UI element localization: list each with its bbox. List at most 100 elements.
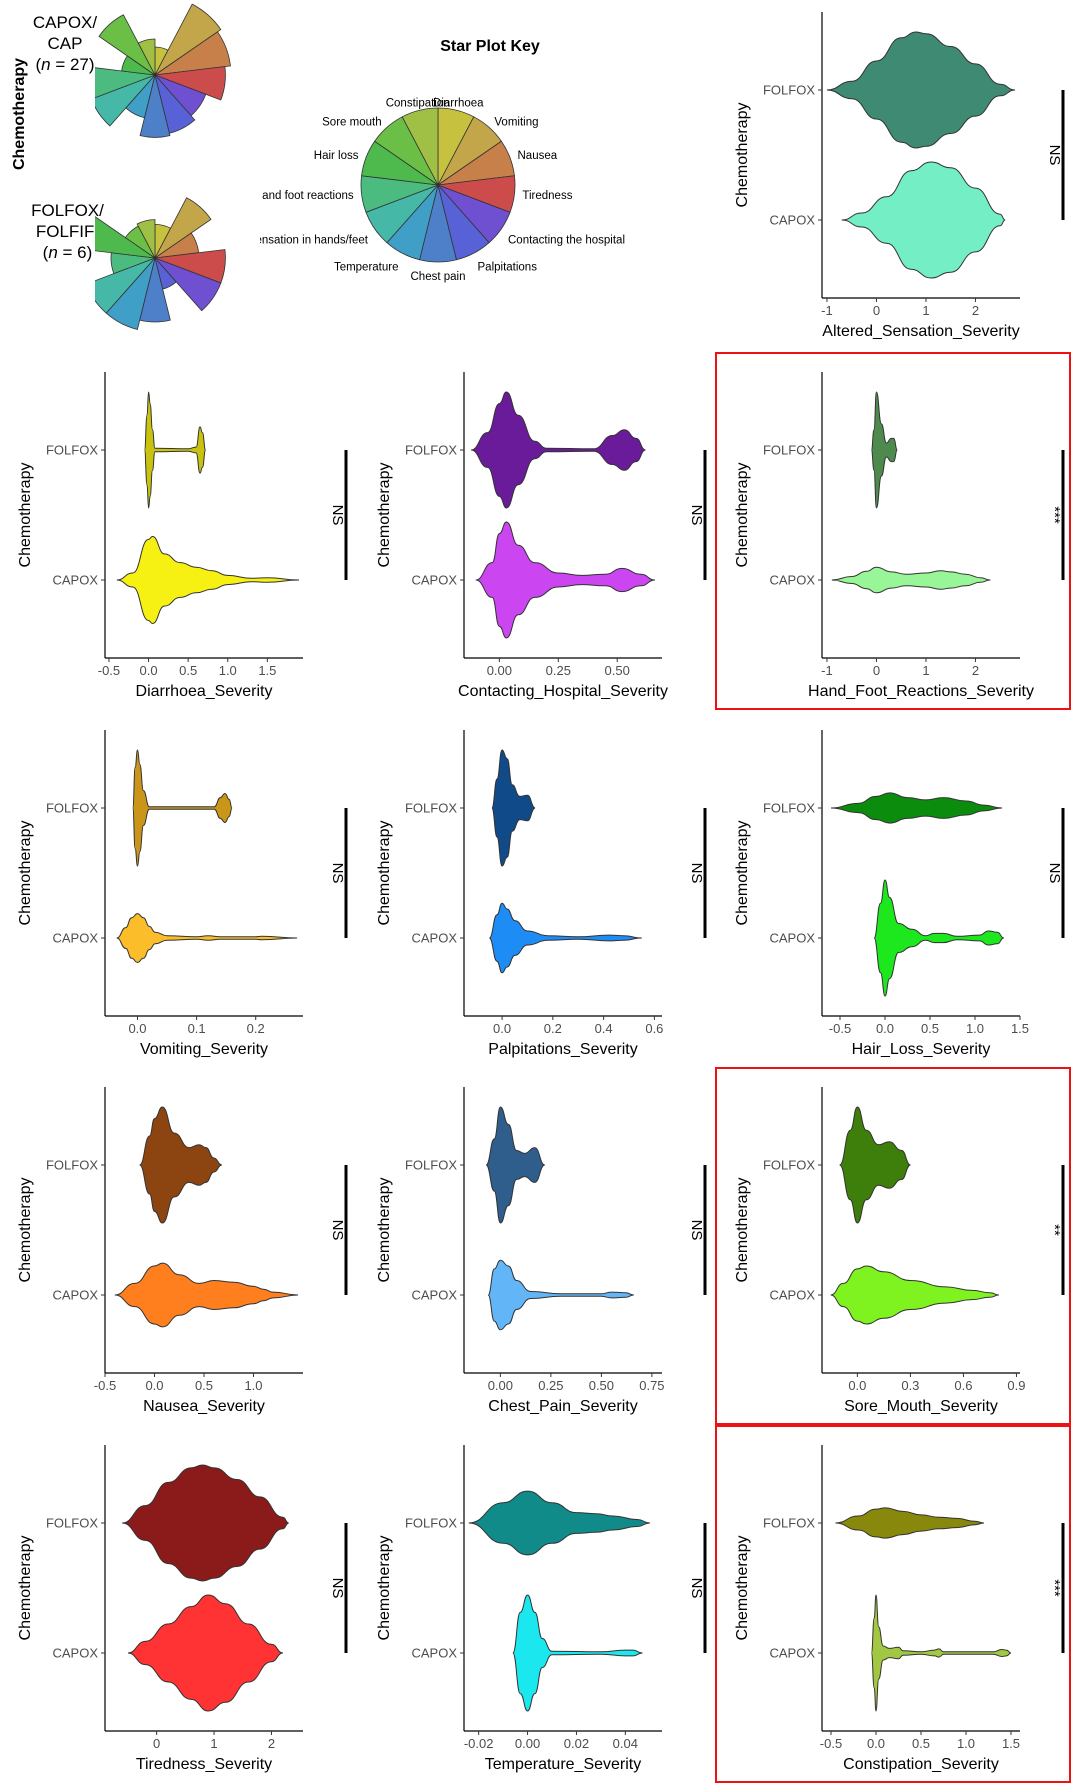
y-tick-label-folfox: FOLFOX bbox=[763, 83, 815, 98]
highlight-frame bbox=[715, 352, 1071, 710]
y-tick-label-folfox: FOLFOX bbox=[46, 1516, 98, 1531]
y-tick-label-folfox: FOLFOX bbox=[763, 801, 815, 816]
x-axis-title: Constipation_Severity bbox=[843, 1756, 999, 1773]
y-tick-label-capox: CAPOX bbox=[411, 573, 457, 588]
capox-group-name-line1: CAPOX/ bbox=[32, 13, 98, 32]
x-tick-label: 0.25 bbox=[546, 663, 571, 678]
y-tick-label-folfox: FOLFOX bbox=[405, 443, 457, 458]
y-tick-label-folfox: FOLFOX bbox=[763, 1516, 815, 1531]
star-key-label-diarrhoea: Diarrhoea bbox=[433, 98, 484, 110]
x-tick-label: 1.5 bbox=[258, 663, 276, 678]
x-axis-title: Sore_Mouth_Severity bbox=[844, 1398, 998, 1415]
star-wedge-chest-pain bbox=[139, 74, 171, 138]
violin-folfox bbox=[826, 31, 1016, 149]
significance-label: NS bbox=[329, 863, 346, 884]
x-tick-label: 0.00 bbox=[515, 1736, 540, 1751]
violin-folfox bbox=[139, 1106, 223, 1224]
violin-folfox bbox=[830, 792, 1003, 824]
x-tick-label: 1.5 bbox=[1011, 1021, 1029, 1036]
x-tick-label: 0.6 bbox=[954, 1378, 972, 1393]
star-key-label-altered-sensation-in-hands-feet: Altered sensation in hands/feet bbox=[260, 234, 369, 246]
x-tick-label: 0.0 bbox=[867, 1736, 885, 1751]
x-tick-label: 2 bbox=[972, 663, 979, 678]
capox-group-label: CAPOX/ CAP (n = 27) bbox=[20, 12, 110, 75]
star-key-label-tiredness: Tiredness bbox=[522, 190, 572, 202]
significance-label: NS bbox=[329, 1578, 346, 1599]
violin-capox bbox=[831, 566, 991, 594]
y-tick-label-capox: CAPOX bbox=[769, 573, 815, 588]
y-tick-label-capox: CAPOX bbox=[411, 931, 457, 946]
significance-label: NS bbox=[688, 505, 705, 526]
star-key-label-nausea: Nausea bbox=[518, 150, 558, 162]
x-axis-title: Nausea_Severity bbox=[143, 1398, 265, 1415]
y-axis-title: Chemotherapy bbox=[17, 821, 34, 926]
star-wedge-sore-mouth bbox=[98, 14, 156, 76]
violin-folfox bbox=[491, 749, 536, 867]
x-tick-label: 1 bbox=[922, 663, 929, 678]
violin-panel-palpitations-severity: FOLFOX CAPOX 0.0 0.2 0.4 0.6 Palpitations_Seve… bbox=[376, 730, 707, 1058]
star-wedge-nausea bbox=[154, 31, 231, 76]
significance-label: ** bbox=[1046, 1224, 1063, 1236]
y-axis-title: Chemotherapy bbox=[734, 821, 751, 926]
violin-capox bbox=[487, 1259, 635, 1331]
highlight-frame bbox=[715, 1425, 1071, 1783]
x-tick-label: 0 bbox=[873, 303, 880, 318]
y-tick-label-folfox: FOLFOX bbox=[405, 1516, 457, 1531]
violin-capox bbox=[475, 521, 655, 639]
x-tick-label: 1.0 bbox=[219, 663, 237, 678]
y-axis-title: Chemotherapy bbox=[376, 1178, 393, 1283]
significance-label: NS bbox=[1046, 145, 1063, 166]
violin-folfox bbox=[144, 391, 207, 509]
significance-label: NS bbox=[329, 505, 346, 526]
x-tick-label: 0.2 bbox=[544, 1021, 562, 1036]
x-tick-label: 0.04 bbox=[613, 1736, 638, 1751]
x-tick-label: -0.02 bbox=[464, 1736, 494, 1751]
x-tick-label: 0.00 bbox=[487, 663, 512, 678]
violin-capox bbox=[830, 1265, 1000, 1325]
x-tick-label: -0.5 bbox=[94, 1378, 116, 1393]
significance-label: NS bbox=[329, 1220, 346, 1241]
capox-star-plot bbox=[95, 3, 231, 138]
y-tick-label-folfox: FOLFOX bbox=[46, 443, 98, 458]
y-tick-label-capox: CAPOX bbox=[52, 573, 98, 588]
x-axis-title: Contacting_Hospital_Severity bbox=[458, 683, 668, 700]
y-tick-label-capox: CAPOX bbox=[769, 213, 815, 228]
violin-panel-hair-loss-severity: FOLFOX CAPOX -0.5 0.0 0.5 1.0 1.5 Hair_Loss_Sev… bbox=[734, 730, 1065, 1058]
violin-folfox bbox=[470, 391, 646, 509]
x-axis-title: Diarrhoea_Severity bbox=[136, 683, 273, 700]
x-tick-label: -1 bbox=[821, 663, 833, 678]
x-tick-label: 0.5 bbox=[921, 1021, 939, 1036]
star-wedge-altered-sensation-in-hands-feet bbox=[95, 257, 156, 314]
y-axis-title: Chemotherapy bbox=[734, 1178, 751, 1283]
violin-folfox bbox=[835, 1507, 985, 1539]
x-tick-label: 0.0 bbox=[848, 1378, 866, 1393]
x-axis-title: Tiredness_Severity bbox=[136, 1756, 272, 1773]
x-tick-label: 0.0 bbox=[145, 1378, 163, 1393]
significance-label: NS bbox=[688, 863, 705, 884]
y-tick-label-capox: CAPOX bbox=[769, 1288, 815, 1303]
x-tick-label: 0.5 bbox=[912, 1736, 930, 1751]
folfox-group-n: (n = 6) bbox=[42, 243, 93, 262]
x-tick-label: 2 bbox=[268, 1736, 275, 1751]
folfox-group-name-line1: FOLFOX/ bbox=[31, 201, 104, 220]
star-key-label-contacting-the-hospital: Contacting the hospital bbox=[508, 234, 625, 246]
significance-label: NS bbox=[1046, 863, 1063, 884]
x-tick-label: 0.50 bbox=[605, 663, 630, 678]
x-axis-title: Palpitations_Severity bbox=[488, 1041, 637, 1058]
violin-capox bbox=[841, 161, 1006, 279]
x-tick-label: 0.02 bbox=[564, 1736, 589, 1751]
violin-panel-vomiting-severity: FOLFOX CAPOX 0.0 0.1 0.2 Vomiting_Severity Che… bbox=[17, 730, 348, 1058]
violin-capox bbox=[114, 1262, 299, 1328]
y-tick-label-folfox: FOLFOX bbox=[763, 443, 815, 458]
star-wedge-constipation bbox=[136, 219, 156, 259]
x-tick-label: 0.0 bbox=[140, 663, 158, 678]
x-tick-label: -0.5 bbox=[829, 1021, 851, 1036]
violin-capox bbox=[488, 902, 643, 974]
capox-group-n: (n = 27) bbox=[35, 55, 95, 74]
x-tick-label: 1 bbox=[922, 303, 929, 318]
x-tick-label: 0.1 bbox=[188, 1021, 206, 1036]
violin-capox bbox=[512, 1594, 643, 1712]
y-tick-label-folfox: FOLFOX bbox=[405, 801, 457, 816]
x-tick-label: 0.0 bbox=[493, 1021, 511, 1036]
y-axis-title: Chemotherapy bbox=[17, 1536, 34, 1641]
